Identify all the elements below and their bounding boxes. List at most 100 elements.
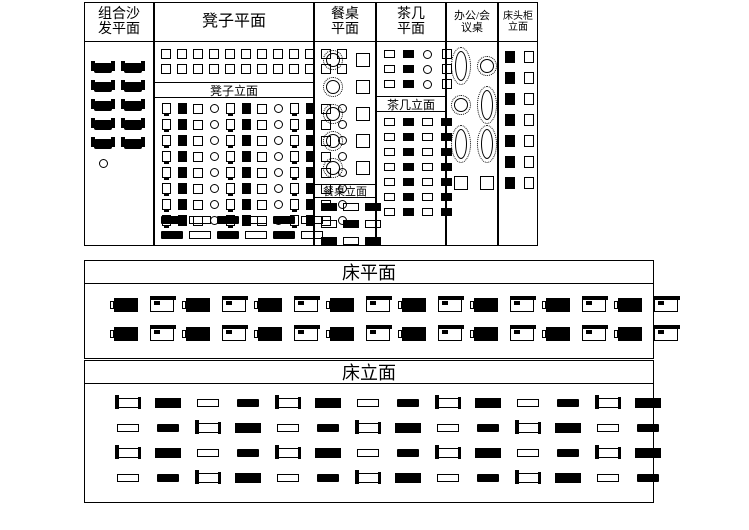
- block-stool_e-item: [160, 150, 172, 163]
- stool-icon: [193, 136, 203, 146]
- block-bed_e-item: [390, 442, 426, 464]
- block-stool_p-item: [176, 48, 188, 60]
- stoolr-icon: [274, 104, 283, 113]
- block-stool_e-item: [160, 166, 172, 179]
- teaf-icon: [403, 65, 414, 73]
- block-stool_e-item: [208, 150, 220, 163]
- block-bed_p-item: [650, 321, 682, 347]
- block-stool_e-item: [224, 198, 236, 211]
- tbl-rnd-icon: [326, 161, 340, 175]
- block-stool_e-item: [208, 118, 220, 131]
- block-stool_e-item: [160, 102, 172, 115]
- block-bed_e-item: [470, 392, 506, 414]
- block-bed_e-item: [590, 467, 626, 489]
- block-stool_p-item: [240, 63, 252, 75]
- block-stool_e-item: [176, 182, 188, 195]
- sofa-icon: [94, 82, 112, 92]
- block-bed_p-item: [614, 321, 646, 347]
- tbl-sq-icon: [356, 80, 370, 94]
- block-stool_e-item: [240, 198, 252, 211]
- block-bed_e-item: [390, 467, 426, 489]
- block-cab-item: [521, 48, 536, 66]
- sofa-icon: [94, 120, 112, 130]
- block-stool_e-item: [320, 182, 332, 195]
- block-stool_e-item: [224, 182, 236, 195]
- tbl-sq-icon: [454, 176, 468, 190]
- block-conf-item: [450, 87, 472, 123]
- cab-icon: [505, 114, 515, 126]
- stool-icon: [225, 64, 235, 74]
- block-sofa-item: [120, 98, 146, 114]
- stoolr-icon: [210, 152, 219, 161]
- block-tea_p-item: [401, 63, 416, 75]
- teaf-icon: [403, 148, 414, 156]
- block-bed_e-item: [310, 442, 346, 464]
- bencho-icon: [189, 231, 211, 239]
- chairf-icon: [242, 103, 251, 114]
- cab-icon: [505, 72, 515, 84]
- chairf-icon: [242, 119, 251, 130]
- block-bed_p-item: [182, 292, 214, 318]
- block-stool_e-item: [240, 102, 252, 115]
- chair-icon: [290, 167, 299, 178]
- block-tea_p-item: [420, 48, 435, 60]
- block-bed_e-item: [630, 467, 666, 489]
- block-stool_e-item: [256, 134, 268, 147]
- block-bed_p-item: [470, 292, 502, 318]
- block-conf-item: [476, 126, 498, 162]
- chair-icon: [226, 199, 235, 210]
- tea-icon: [422, 193, 433, 201]
- block-bed_e-item: [350, 417, 386, 439]
- stool-icon: [273, 64, 283, 74]
- tea-icon: [422, 148, 433, 156]
- bed-elf-icon: [635, 448, 661, 458]
- block-sofa-item: [90, 98, 116, 114]
- bench-icon: [273, 231, 295, 239]
- block-bed_p-item: [326, 321, 358, 347]
- block-stool_e-item: [288, 102, 300, 115]
- block-bed_e-item: [350, 467, 386, 489]
- chair-icon: [290, 183, 299, 194]
- bench-icon: [557, 449, 579, 457]
- block-stool_b-item: [188, 214, 212, 226]
- bench-icon: [237, 449, 259, 457]
- block-grid-bed_e: [110, 392, 666, 489]
- block-tea_p-item: [382, 48, 397, 60]
- cabo-icon: [524, 51, 534, 63]
- tea-icon: [384, 65, 395, 73]
- stool-icon: [257, 64, 267, 74]
- teaf-icon: [403, 50, 414, 58]
- teaf-icon: [403, 193, 414, 201]
- sofa-icon: [124, 82, 142, 92]
- bed-el-icon: [355, 473, 381, 483]
- block-table_e-item: [320, 234, 338, 248]
- header-tea: 茶几 平面: [376, 2, 446, 42]
- block-stool_e-item: [192, 134, 204, 147]
- block-bed_e-item: [550, 392, 586, 414]
- chairf-icon: [306, 183, 315, 194]
- block-stool_b-item: [216, 214, 240, 226]
- sofa-icon: [124, 139, 142, 149]
- block-stool_e-item: [224, 102, 236, 115]
- stoolr-icon: [274, 152, 283, 161]
- block-bed_e-item: [510, 467, 546, 489]
- teaf-icon: [403, 133, 414, 141]
- chairf-icon: [178, 167, 187, 178]
- tea-icon: [384, 133, 395, 141]
- bench-icon: [317, 424, 339, 432]
- block-grid-stool_b: [160, 214, 324, 241]
- block-bed_p-item: [578, 321, 610, 347]
- block-bed_e-item: [190, 417, 226, 439]
- tea-icon: [422, 178, 433, 186]
- oval-icon: [481, 90, 493, 120]
- stoolr-icon: [210, 136, 219, 145]
- block-stool_e-item: [160, 198, 172, 211]
- stool-icon: [257, 168, 267, 178]
- block-stool_e-item: [304, 198, 316, 211]
- block-bed_e-item: [470, 467, 506, 489]
- block-cab-item: [521, 153, 536, 171]
- block-bed_e-item: [190, 442, 226, 464]
- block-stool_b-item: [160, 229, 184, 241]
- bench-icon: [397, 399, 419, 407]
- bencho-icon: [517, 449, 539, 457]
